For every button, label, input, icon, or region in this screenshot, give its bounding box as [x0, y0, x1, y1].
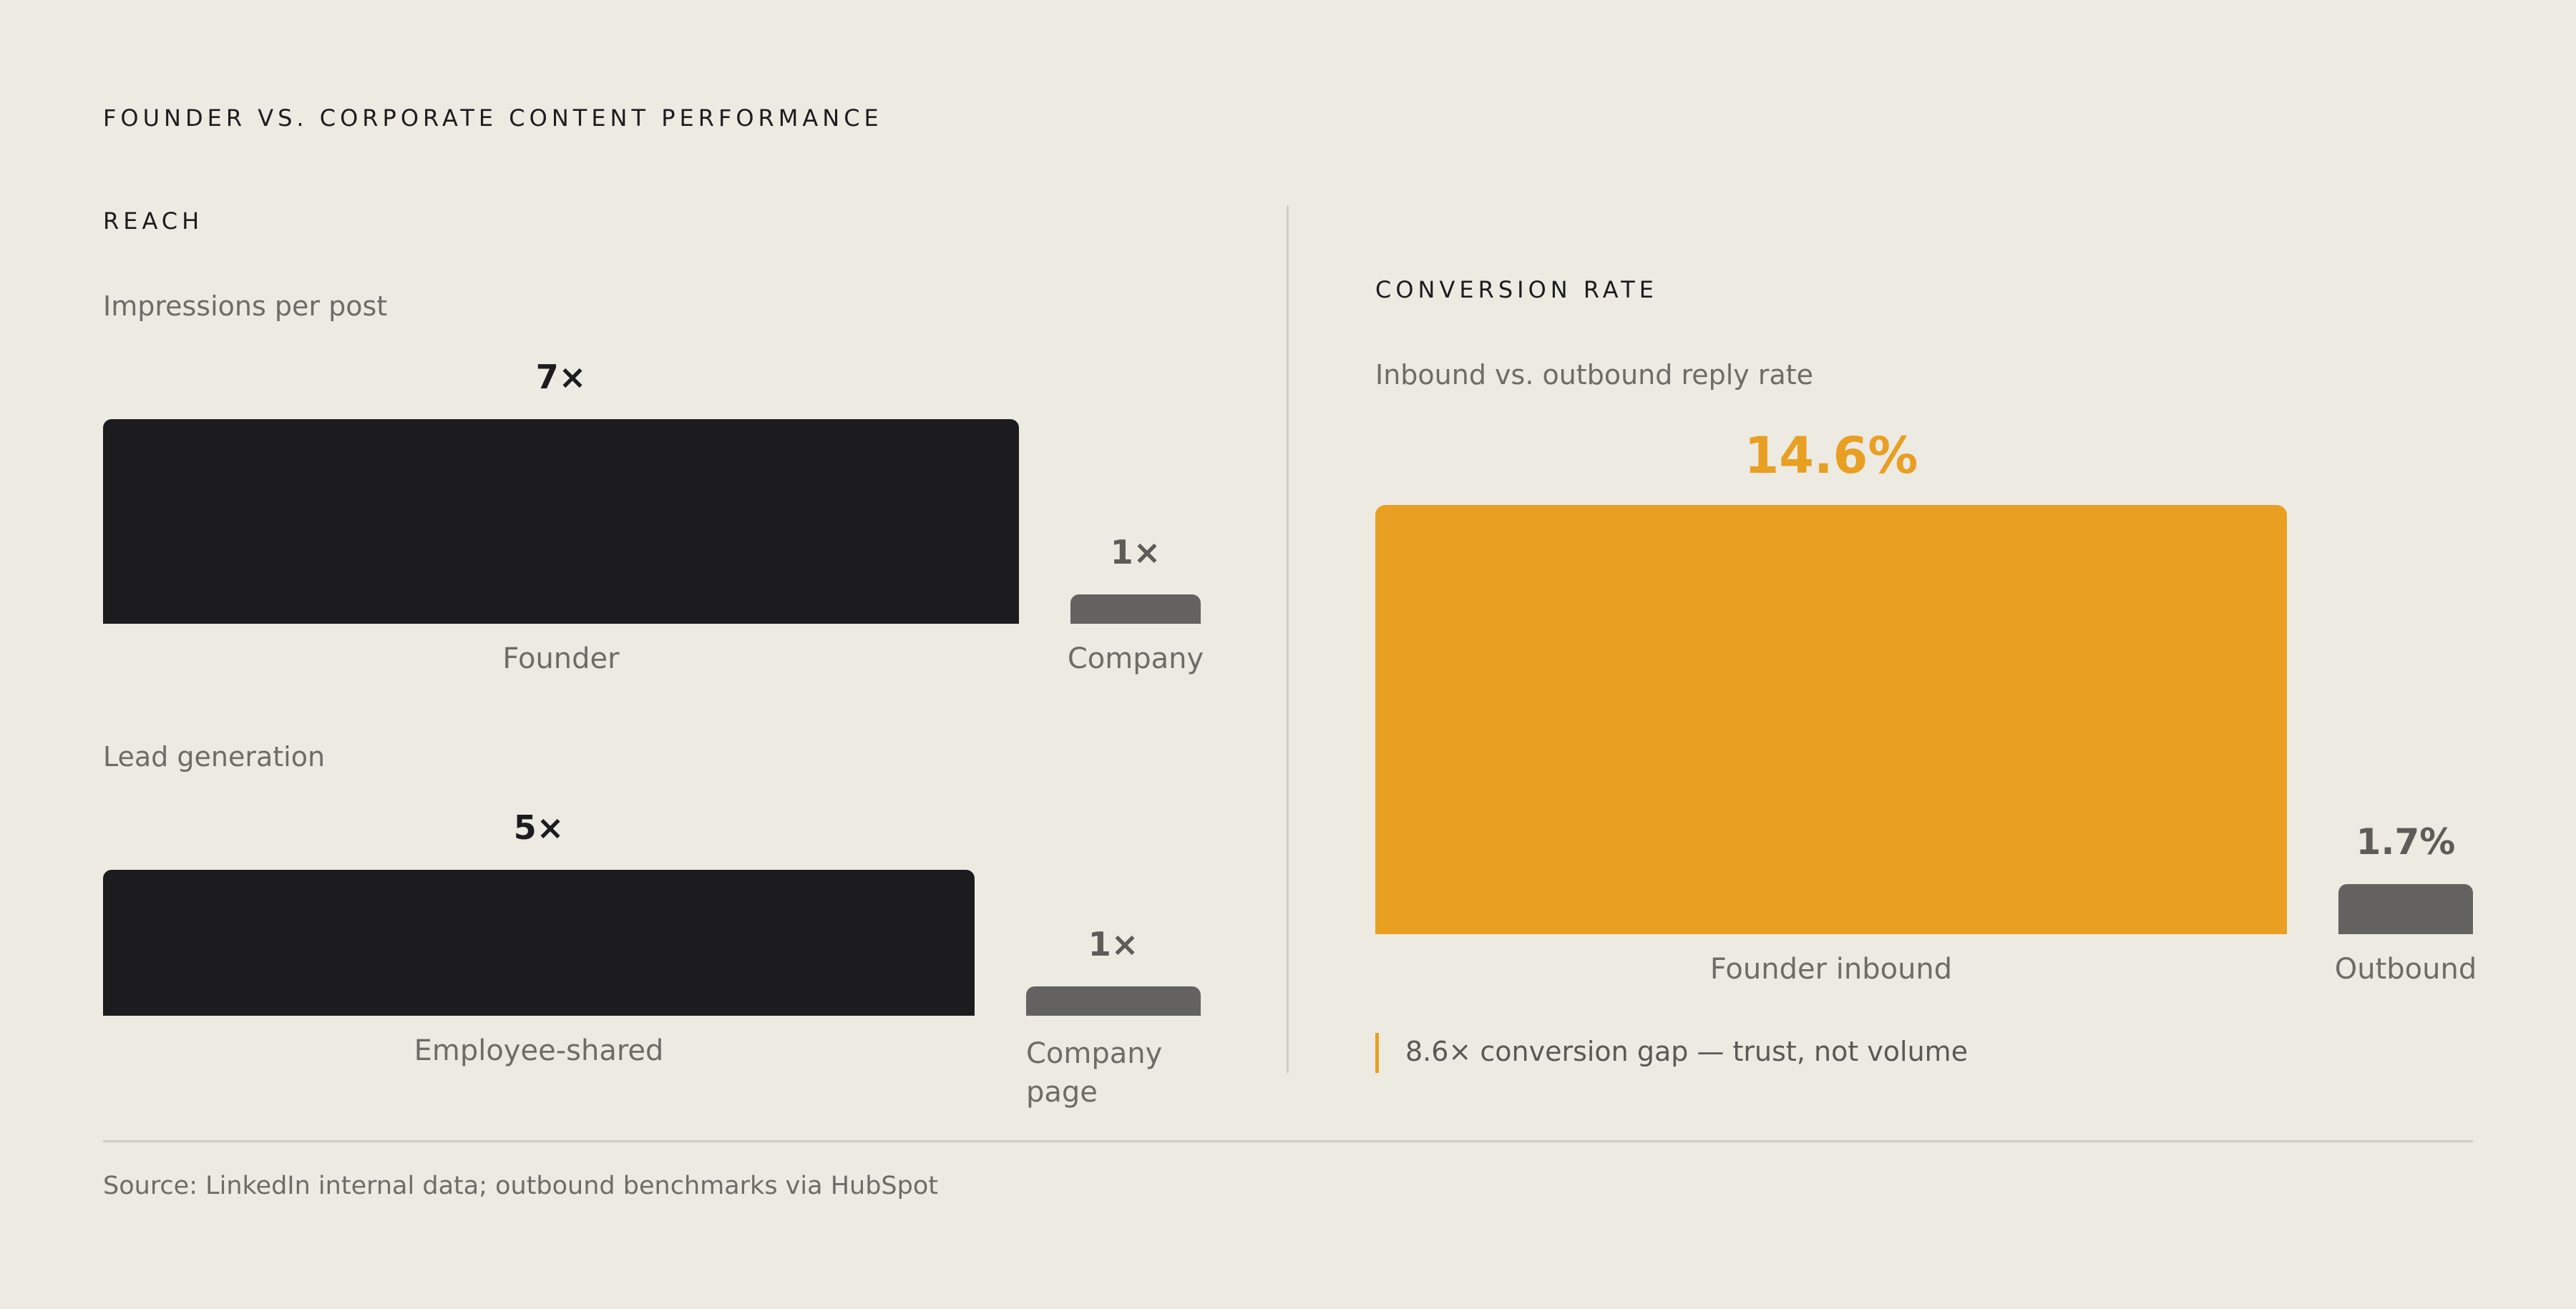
value-label-company: 1× [1110, 533, 1161, 572]
bar-founder-inbound [1375, 505, 2287, 934]
callout-text: 8.6× conversion gap — trust, not volume [1405, 1036, 1968, 1067]
bar-outbound [2338, 884, 2473, 934]
category-label-outbound: Outbound [2334, 953, 2477, 986]
value-label-founder: 7× [535, 358, 587, 396]
value-label-founder-inbound: 14.6% [1744, 426, 1918, 485]
bar-founder [103, 419, 1019, 624]
footer-divider [103, 1140, 2473, 1142]
value-label-outbound: 1.7% [2356, 821, 2456, 863]
value-label-company-page: 1× [1088, 925, 1139, 964]
category-label-founder-inbound: Founder inbound [1709, 953, 1953, 986]
source-note: Source: LinkedIn internal data; outbound… [103, 1172, 938, 1200]
callout-accent-bar [1375, 1033, 1379, 1073]
category-label-company: Company [1067, 642, 1204, 675]
chart-title-reply-rate: Inbound vs. outbound reply rate [1375, 359, 1814, 391]
category-label-company-page: Company page [1026, 1037, 1163, 1109]
bar-employee-shared [103, 870, 975, 1016]
value-label-employee-shared: 5× [513, 808, 565, 847]
bar-company-page [1026, 986, 1201, 1016]
category-label-founder: Founder [502, 642, 620, 675]
column-divider [1287, 206, 1289, 1073]
page-title: FOUNDER VS. CORPORATE CONTENT PERFORMANC… [103, 104, 883, 132]
chart-title-lead-generation: Lead generation [103, 741, 326, 773]
chart-title-impressions: Impressions per post [103, 290, 388, 322]
section-label-reach: REACH [103, 207, 204, 235]
section-label-conversion-rate: CONVERSION RATE [1375, 276, 1658, 303]
bar-company [1070, 594, 1201, 624]
category-label-employee-shared: Employee-shared [414, 1034, 664, 1067]
